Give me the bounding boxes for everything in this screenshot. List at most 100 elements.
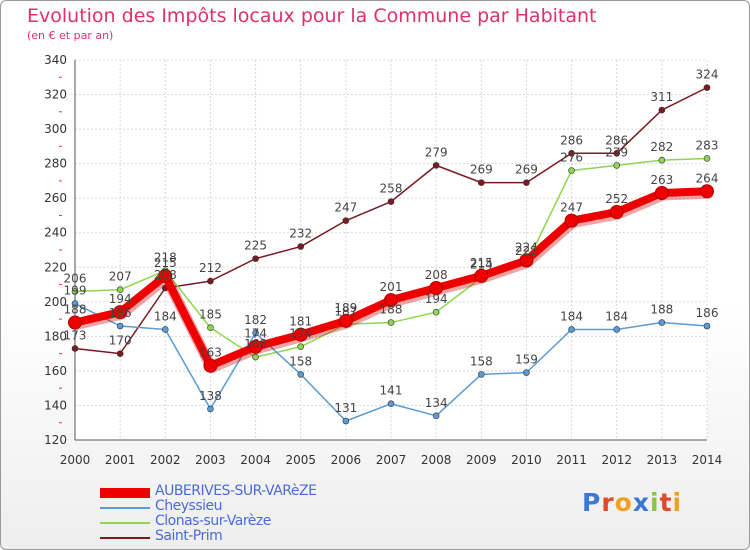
data-label: 215 [470, 256, 493, 270]
data-label: 188 [64, 303, 87, 317]
y-tick-label: 180 [44, 329, 67, 343]
x-tick-label: 2009 [466, 453, 497, 467]
data-point [207, 405, 214, 413]
data-label: 222 [515, 244, 538, 258]
data-label: 311 [650, 90, 673, 104]
x-tick-label: 2003 [195, 453, 226, 467]
data-label: 181 [289, 315, 312, 329]
data-label: 276 [560, 151, 583, 165]
data-point [338, 313, 353, 328]
logo-letter: o [614, 488, 633, 517]
data-point [523, 179, 530, 186]
data-label: 188 [380, 303, 403, 317]
x-tick-label: 2011 [556, 453, 587, 467]
data-point [342, 217, 350, 224]
data-label: 174 [289, 327, 312, 341]
data-label: 187 [334, 304, 357, 318]
data-point [432, 162, 440, 169]
data-label: 163 [199, 346, 222, 360]
data-point [519, 253, 534, 268]
data-point [432, 308, 440, 316]
data-point [207, 324, 214, 332]
data-label: 141 [380, 384, 403, 398]
data-point [613, 326, 621, 333]
data-label: 269 [515, 163, 538, 177]
chart-subtitle: (en € et par an) [27, 29, 114, 42]
data-label: 247 [334, 201, 357, 215]
data-point [116, 350, 124, 357]
data-point [523, 369, 530, 376]
data-point [564, 213, 579, 228]
data-label: 194 [109, 292, 132, 306]
data-point [207, 277, 214, 285]
data-point [297, 371, 305, 378]
y-tick-label: 280 [44, 157, 67, 171]
data-label: 186 [109, 306, 132, 320]
data-point [116, 322, 124, 330]
data-point [203, 358, 218, 373]
data-label: 232 [289, 227, 312, 241]
legend-swatch [100, 522, 150, 524]
data-label: 158 [470, 354, 493, 368]
data-label: 286 [605, 133, 628, 147]
y-tick-label: 220 [44, 260, 67, 274]
y-tick-label: 120 [44, 433, 67, 447]
data-label: 168 [244, 337, 267, 351]
data-label: 184 [560, 309, 583, 323]
data-point [477, 179, 485, 186]
data-label: 188 [650, 303, 673, 317]
data-point [71, 300, 79, 307]
data-label: 263 [650, 173, 673, 187]
data-label: 208 [425, 268, 448, 282]
data-point [429, 281, 444, 295]
data-point [387, 400, 395, 408]
data-point [158, 268, 173, 283]
x-tick-label: 2005 [285, 453, 316, 467]
y-tick-label: 300 [44, 122, 67, 136]
data-point [248, 339, 263, 354]
data-label: 174 [244, 327, 267, 341]
data-label: 324 [696, 68, 719, 82]
data-point [568, 167, 575, 174]
legend-swatch [100, 488, 150, 498]
logo-letter: x [632, 488, 650, 517]
x-tick-label: 2001 [105, 453, 136, 467]
x-tick-label: 2014 [692, 453, 723, 467]
data-label: 279 [425, 145, 448, 159]
data-point [568, 326, 575, 333]
data-label: 252 [605, 192, 628, 206]
data-label: 212 [199, 261, 222, 275]
data-label: 279 [605, 145, 628, 159]
x-tick-label: 2008 [421, 453, 452, 467]
logo-letter: r [601, 488, 615, 517]
data-label: 206 [64, 271, 87, 285]
data-point [161, 326, 169, 333]
data-label: 199 [64, 284, 87, 298]
data-point [252, 255, 259, 262]
data-point [71, 345, 79, 352]
data-label: 131 [334, 401, 357, 415]
data-point [252, 353, 259, 361]
data-point [342, 417, 350, 425]
logo-letter: P [582, 488, 602, 517]
y-tick-label: 240 [44, 226, 67, 240]
legend-label: AUBERIVES-SUR-VARèZE [155, 483, 317, 499]
data-label: 185 [199, 308, 222, 322]
data-label: 208 [154, 268, 177, 282]
data-label: 186 [696, 306, 719, 320]
x-tick-label: 2000 [60, 453, 91, 467]
logo-letter: t [659, 488, 673, 517]
data-point [384, 293, 398, 308]
data-point [297, 343, 305, 351]
data-point [293, 327, 308, 342]
data-label: 224 [515, 240, 538, 254]
data-point [387, 319, 395, 326]
y-tick-label: 200 [44, 295, 67, 309]
legend-swatch [100, 507, 150, 509]
data-point [477, 371, 485, 378]
data-point [658, 156, 666, 164]
data-point [613, 162, 621, 169]
data-label: 159 [515, 353, 538, 367]
data-label: 173 [64, 328, 87, 342]
